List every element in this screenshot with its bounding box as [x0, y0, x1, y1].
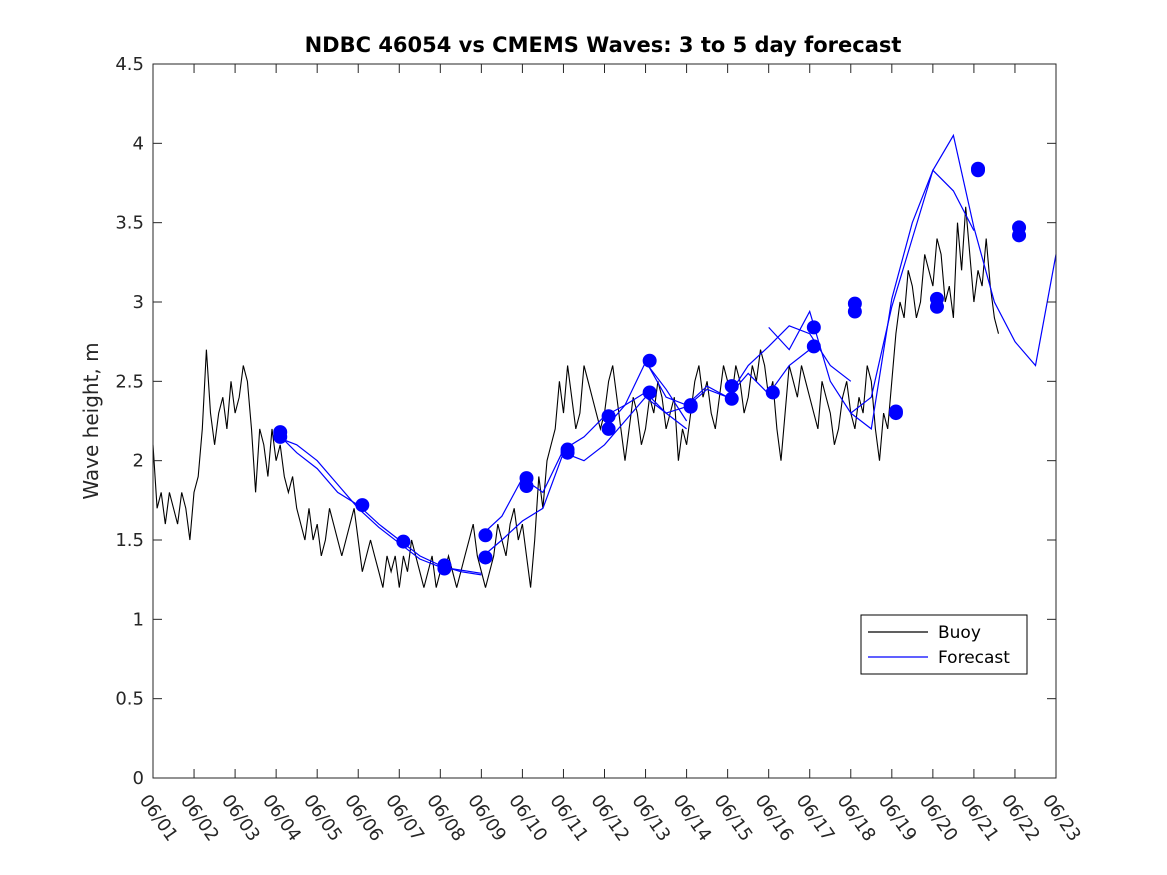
y-tick-label-5: 2.5	[115, 371, 144, 392]
forecast-marker-13	[601, 421, 616, 436]
legend-forecast-label: Forecast	[938, 648, 1010, 668]
y-tick-label-0: 0	[133, 768, 144, 789]
legend-buoy-label: Buoy	[938, 623, 981, 643]
forecast-marker-20	[765, 385, 780, 400]
forecast-marker-26	[888, 406, 903, 421]
forecast-marker-1	[273, 429, 288, 444]
series-forecast-line-7	[850, 133, 1057, 430]
forecast-marker-19	[724, 391, 739, 406]
forecast-marker-17	[683, 399, 698, 414]
y-tick-label-8: 4	[133, 133, 144, 154]
forecast-marker-18	[724, 379, 739, 394]
series-forecast-line-4	[604, 349, 811, 430]
y-axis-label: Wave height, m	[79, 342, 103, 499]
legend-box	[860, 614, 1028, 675]
forecast-marker-2	[355, 498, 370, 513]
forecast-marker-15	[642, 385, 657, 400]
forecast-marker-12	[601, 409, 616, 424]
forecast-marker-22	[806, 339, 821, 354]
forecast-marker-9	[519, 479, 534, 494]
legend: Buoy Forecast	[860, 614, 1028, 675]
forecast-marker-28	[929, 299, 944, 314]
y-tick-label-7: 3.5	[115, 213, 144, 234]
forecast-marker-5	[437, 561, 452, 576]
forecast-marker-7	[478, 550, 493, 565]
series-forecast-line-2	[481, 396, 687, 558]
forecast-marker-14	[642, 353, 657, 368]
forecast-marker-3	[396, 534, 411, 549]
forecast-marker-21	[806, 320, 821, 335]
forecast-marker-6	[478, 528, 493, 543]
forecast-marker-24	[847, 304, 862, 319]
y-tick-label-4: 2	[133, 451, 144, 472]
forecast-marker-30	[971, 163, 986, 178]
y-tick-label-3: 1.5	[115, 530, 144, 551]
series-forecast-line-3	[480, 361, 688, 536]
chart-title: NDBC 46054 vs CMEMS Waves: 3 to 5 day fo…	[305, 33, 902, 57]
y-tick-label-2: 1	[133, 609, 144, 630]
series-forecast-line-6	[768, 169, 975, 414]
y-tick-label-1: 0.5	[115, 689, 144, 710]
plot-area	[152, 133, 1057, 588]
forecast-marker-32	[1012, 228, 1027, 243]
forecast-marker-11	[560, 445, 575, 460]
y-tick-label-6: 3	[133, 292, 144, 313]
y-tick-label-9: 4.5	[115, 54, 144, 75]
